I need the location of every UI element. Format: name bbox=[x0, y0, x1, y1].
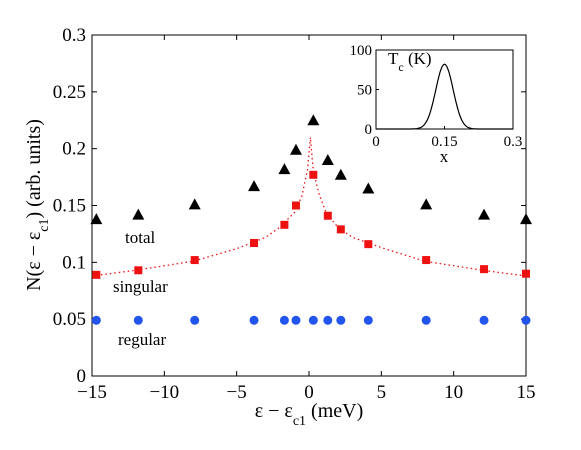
inset-x-tick-label: 0 bbox=[372, 134, 380, 150]
data-point-singular bbox=[422, 256, 431, 265]
data-point-regular bbox=[279, 315, 289, 325]
data-point-singular bbox=[280, 220, 289, 229]
data-point-singular bbox=[323, 211, 332, 220]
y-tick-label: 0.3 bbox=[62, 25, 86, 46]
series-label-total: total bbox=[125, 228, 155, 247]
inset-tc-curve bbox=[376, 63, 513, 130]
data-point-regular bbox=[133, 315, 143, 325]
y-tick-label: 0.05 bbox=[53, 309, 86, 330]
data-point-total bbox=[278, 163, 291, 175]
data-point-singular bbox=[364, 240, 373, 249]
inset-axes: 0 0.15 0.3 0 50 100 bbox=[350, 43, 523, 150]
data-point-singular bbox=[336, 225, 345, 234]
x-tick-label: 0 bbox=[304, 382, 314, 403]
data-point-regular bbox=[336, 315, 346, 325]
data-point-regular bbox=[249, 315, 259, 325]
data-point-regular bbox=[421, 315, 431, 325]
series-label-regular: regular bbox=[118, 330, 166, 349]
inset-y-tick-label: 0 bbox=[365, 122, 373, 138]
data-point-total bbox=[321, 154, 334, 166]
inset-x-tick-label: 0.3 bbox=[504, 134, 523, 150]
x-tick-label: 15 bbox=[517, 382, 536, 403]
inset-frame bbox=[375, 49, 514, 130]
y-axis: 0 0.05 0.1 0.15 0.2 0.25 0.3 bbox=[53, 25, 526, 387]
data-point-total bbox=[289, 143, 302, 155]
data-marks bbox=[90, 114, 532, 325]
data-point-regular bbox=[363, 315, 373, 325]
series-label-singular: singular bbox=[113, 277, 168, 296]
inset-x-tick-label: 0.15 bbox=[431, 134, 457, 150]
y-axis-label: N(ε − εc1) (arb. units) bbox=[23, 119, 52, 291]
inset-y-tick-label: 100 bbox=[350, 43, 373, 59]
data-point-total bbox=[420, 198, 433, 210]
data-point-total bbox=[307, 114, 320, 126]
data-point-singular bbox=[134, 266, 143, 275]
data-point-total bbox=[248, 180, 261, 192]
x-tick-label: −5 bbox=[227, 382, 247, 403]
data-point-singular bbox=[309, 170, 318, 179]
inset-y-tick-label: 50 bbox=[357, 83, 372, 99]
data-point-singular bbox=[250, 239, 259, 248]
inset-plot: 0 0.15 0.3 0 50 100 Tc (K) x bbox=[350, 43, 523, 166]
data-point-total bbox=[478, 208, 491, 220]
y-tick-label: 0.25 bbox=[53, 82, 86, 103]
data-point-total bbox=[362, 182, 375, 194]
y-tick-label: 0.15 bbox=[53, 196, 86, 217]
data-point-regular bbox=[323, 315, 333, 325]
data-point-regular bbox=[521, 315, 531, 325]
y-tick-label: 0.2 bbox=[62, 139, 86, 160]
inset-title: Tc (K) bbox=[388, 49, 432, 74]
data-point-singular bbox=[190, 256, 199, 265]
data-point-total bbox=[188, 198, 201, 210]
data-point-regular bbox=[479, 315, 489, 325]
x-tick-label: −15 bbox=[77, 382, 107, 403]
x-tick-label: −10 bbox=[149, 382, 179, 403]
x-tick-label: 10 bbox=[444, 382, 463, 403]
data-point-singular bbox=[291, 201, 300, 210]
data-point-singular bbox=[92, 270, 101, 279]
x-axis-label: ε − εc1 (meV) bbox=[255, 400, 364, 429]
data-point-regular bbox=[308, 315, 318, 325]
data-point-total bbox=[520, 213, 532, 225]
data-point-singular bbox=[522, 269, 530, 278]
data-point-regular bbox=[91, 315, 101, 325]
y-tick-label: 0.1 bbox=[62, 252, 86, 273]
data-point-regular bbox=[190, 315, 200, 325]
x-axis: −15 −10 −5 0 5 10 15 bbox=[77, 35, 536, 403]
data-point-regular bbox=[291, 315, 301, 325]
data-point-total bbox=[334, 168, 347, 180]
inset-x-label: x bbox=[440, 147, 449, 166]
data-point-singular bbox=[480, 265, 489, 274]
singular-fit-curve bbox=[91, 137, 527, 277]
data-point-total bbox=[90, 213, 103, 225]
x-tick-label: 5 bbox=[377, 382, 387, 403]
data-point-total bbox=[132, 208, 145, 220]
y-tick-label: 0 bbox=[77, 366, 87, 387]
